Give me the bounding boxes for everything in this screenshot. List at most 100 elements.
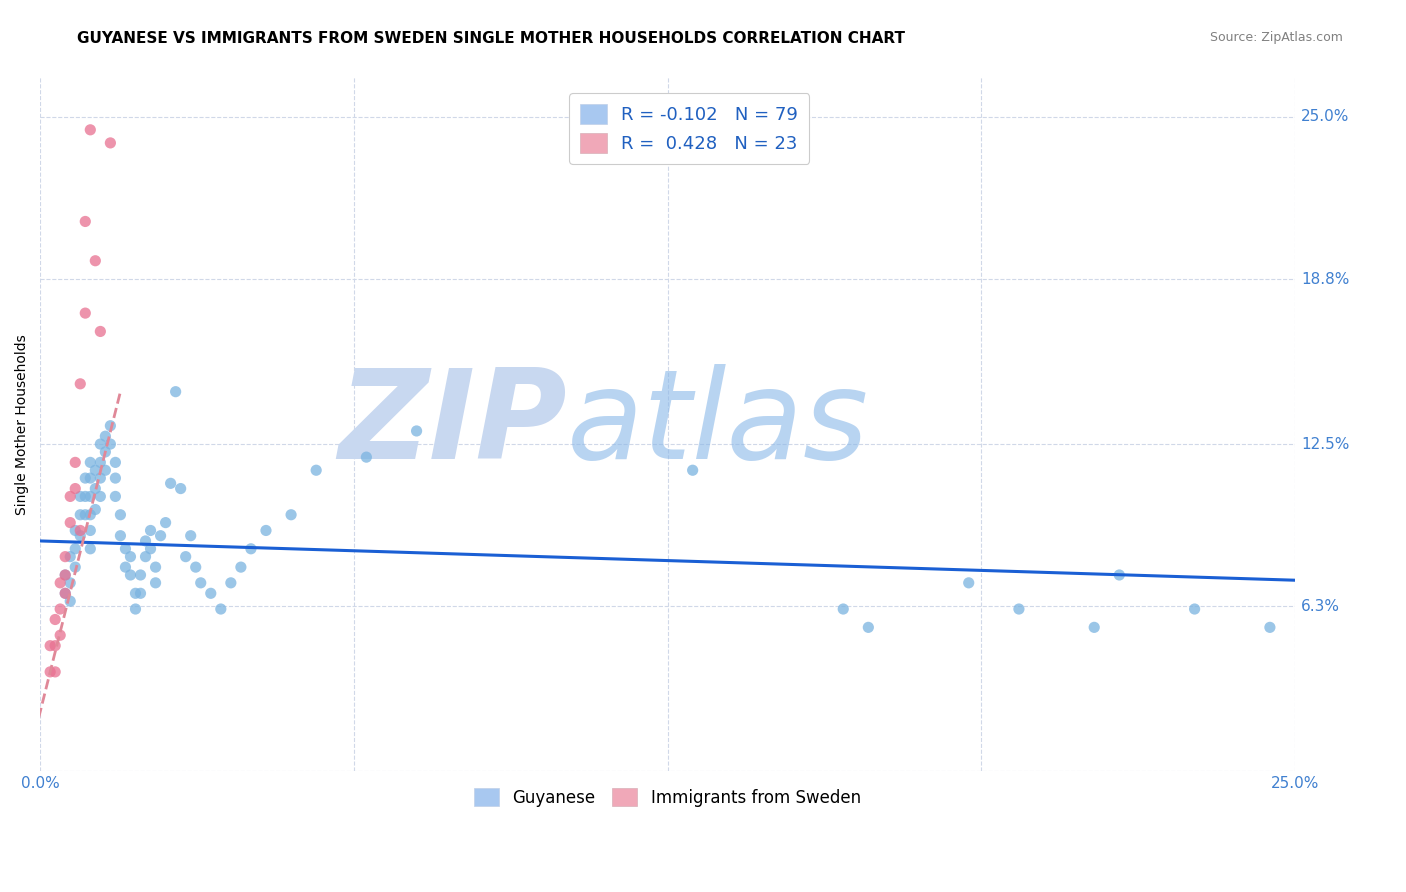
Point bbox=[169, 482, 191, 496]
Point bbox=[94, 429, 117, 443]
Point bbox=[129, 586, 152, 600]
Point bbox=[53, 549, 76, 564]
Point bbox=[94, 463, 117, 477]
Point bbox=[79, 455, 101, 469]
Point bbox=[180, 529, 202, 543]
Point bbox=[135, 533, 157, 548]
Point bbox=[53, 568, 76, 582]
Point bbox=[280, 508, 302, 522]
Point bbox=[49, 575, 72, 590]
Point bbox=[155, 516, 177, 530]
Point bbox=[59, 549, 82, 564]
Point bbox=[145, 575, 167, 590]
Point bbox=[69, 529, 91, 543]
Point bbox=[305, 463, 328, 477]
Point bbox=[200, 586, 222, 600]
Point bbox=[957, 575, 980, 590]
Point bbox=[682, 463, 704, 477]
Point bbox=[110, 529, 132, 543]
Legend: Guyanese, Immigrants from Sweden: Guyanese, Immigrants from Sweden bbox=[465, 780, 869, 815]
Point bbox=[114, 541, 136, 556]
Point bbox=[229, 560, 252, 574]
Point bbox=[89, 325, 111, 339]
Point bbox=[84, 463, 107, 477]
Point bbox=[79, 508, 101, 522]
Point bbox=[84, 502, 107, 516]
Point bbox=[104, 490, 127, 504]
Point bbox=[75, 508, 97, 522]
Point bbox=[1184, 602, 1206, 616]
Point bbox=[858, 620, 880, 634]
Point bbox=[1008, 602, 1031, 616]
Point bbox=[89, 455, 111, 469]
Point bbox=[79, 541, 101, 556]
Point bbox=[104, 455, 127, 469]
Point bbox=[356, 450, 378, 464]
Point bbox=[89, 437, 111, 451]
Point bbox=[84, 482, 107, 496]
Point bbox=[69, 508, 91, 522]
Text: Source: ZipAtlas.com: Source: ZipAtlas.com bbox=[1209, 31, 1343, 45]
Point bbox=[1083, 620, 1105, 634]
Point bbox=[219, 575, 242, 590]
Point bbox=[135, 549, 157, 564]
Text: 12.5%: 12.5% bbox=[1302, 436, 1350, 451]
Point bbox=[69, 524, 91, 538]
Point bbox=[1258, 620, 1281, 634]
Point bbox=[104, 471, 127, 485]
Point bbox=[59, 490, 82, 504]
Point bbox=[254, 524, 277, 538]
Point bbox=[120, 568, 142, 582]
Point bbox=[65, 455, 87, 469]
Point bbox=[65, 524, 87, 538]
Point bbox=[124, 586, 146, 600]
Point bbox=[89, 490, 111, 504]
Point bbox=[79, 123, 101, 137]
Point bbox=[124, 602, 146, 616]
Point bbox=[184, 560, 207, 574]
Point bbox=[79, 490, 101, 504]
Point bbox=[65, 560, 87, 574]
Point bbox=[149, 529, 172, 543]
Point bbox=[69, 376, 91, 391]
Point bbox=[114, 560, 136, 574]
Point bbox=[159, 476, 181, 491]
Point bbox=[100, 437, 122, 451]
Point bbox=[139, 541, 162, 556]
Point bbox=[49, 602, 72, 616]
Point bbox=[100, 136, 122, 150]
Point bbox=[239, 541, 262, 556]
Point bbox=[139, 524, 162, 538]
Point bbox=[165, 384, 187, 399]
Y-axis label: Single Mother Households: Single Mother Households bbox=[15, 334, 30, 515]
Point bbox=[59, 575, 82, 590]
Point bbox=[75, 471, 97, 485]
Point bbox=[129, 568, 152, 582]
Point bbox=[75, 214, 97, 228]
Point bbox=[120, 549, 142, 564]
Point bbox=[44, 639, 66, 653]
Text: 25.0%: 25.0% bbox=[1302, 109, 1350, 124]
Point bbox=[1108, 568, 1130, 582]
Text: 18.8%: 18.8% bbox=[1302, 271, 1350, 286]
Text: 6.3%: 6.3% bbox=[1302, 599, 1340, 614]
Point bbox=[100, 418, 122, 433]
Point bbox=[75, 490, 97, 504]
Text: atlas: atlas bbox=[567, 364, 869, 485]
Point bbox=[110, 508, 132, 522]
Point bbox=[832, 602, 855, 616]
Point bbox=[39, 665, 62, 679]
Point bbox=[65, 541, 87, 556]
Point bbox=[53, 586, 76, 600]
Point bbox=[145, 560, 167, 574]
Point bbox=[44, 665, 66, 679]
Point bbox=[79, 524, 101, 538]
Point bbox=[49, 628, 72, 642]
Point bbox=[89, 471, 111, 485]
Point bbox=[84, 253, 107, 268]
Point bbox=[65, 482, 87, 496]
Point bbox=[94, 445, 117, 459]
Text: GUYANESE VS IMMIGRANTS FROM SWEDEN SINGLE MOTHER HOUSEHOLDS CORRELATION CHART: GUYANESE VS IMMIGRANTS FROM SWEDEN SINGL… bbox=[77, 31, 905, 46]
Point bbox=[190, 575, 212, 590]
Point bbox=[79, 471, 101, 485]
